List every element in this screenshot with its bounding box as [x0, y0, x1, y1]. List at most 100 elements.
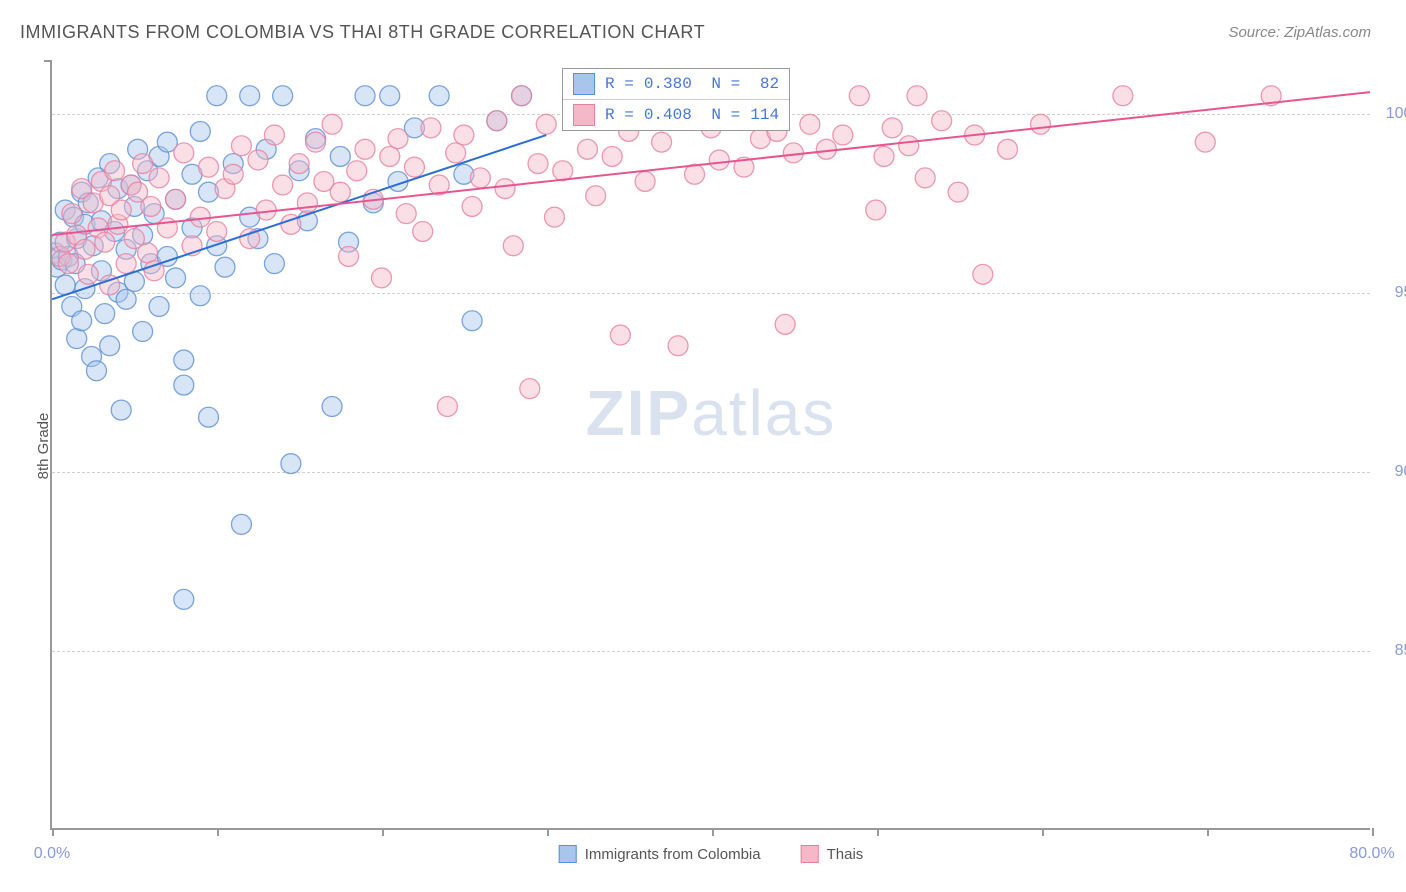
scatter-point	[347, 161, 367, 181]
scatter-point	[783, 143, 803, 163]
y-tick-label: 100.0%	[1380, 105, 1406, 123]
scatter-point	[116, 289, 136, 309]
scatter-point	[380, 86, 400, 106]
scatter-point	[248, 150, 268, 170]
scatter-point	[58, 254, 78, 274]
x-tick-label: 80.0%	[1349, 845, 1394, 863]
scatter-point	[149, 168, 169, 188]
scatter-point	[775, 314, 795, 334]
scatter-point	[816, 139, 836, 159]
scatter-point	[231, 136, 251, 156]
scatter-point	[421, 118, 441, 138]
scatter-point	[174, 143, 194, 163]
scatter-point	[553, 161, 573, 181]
scatter-point	[536, 114, 556, 134]
scatter-point	[404, 157, 424, 177]
scatter-point	[240, 86, 260, 106]
scatter-point	[231, 514, 251, 534]
y-tick-label: 95.0%	[1380, 284, 1406, 302]
scatter-point	[462, 311, 482, 331]
scatter-point	[495, 179, 515, 199]
scatter-point	[833, 125, 853, 145]
scatter-point	[190, 207, 210, 227]
plot-area: ZIPatlas R = 0.380 N = 82 R = 0.408 N = …	[50, 60, 1370, 830]
scatter-point	[289, 154, 309, 174]
scatter-point	[166, 189, 186, 209]
scatter-point	[190, 286, 210, 306]
scatter-point	[281, 454, 301, 474]
legend-swatch-1	[559, 845, 577, 863]
scatter-point	[380, 146, 400, 166]
scatter-point	[190, 121, 210, 141]
stats-swatch-series2	[573, 104, 595, 126]
stats-swatch-series1	[573, 73, 595, 95]
x-tick	[52, 828, 54, 836]
scatter-point	[339, 246, 359, 266]
x-tick	[382, 828, 384, 836]
scatter-point	[207, 221, 227, 241]
scatter-point	[446, 143, 466, 163]
scatter-point	[668, 336, 688, 356]
scatter-point	[874, 146, 894, 166]
scatter-point	[199, 157, 219, 177]
scatter-point	[223, 164, 243, 184]
stats-n-label-2: N =	[702, 106, 740, 124]
legend-item-2: Thais	[801, 845, 864, 863]
scatter-point	[454, 125, 474, 145]
scatter-point	[330, 146, 350, 166]
scatter-point	[138, 243, 158, 263]
scatter-point	[174, 375, 194, 395]
scatter-point	[355, 86, 375, 106]
scatter-point	[75, 239, 95, 259]
stats-n-label: N =	[702, 75, 740, 93]
legend-swatch-2	[801, 845, 819, 863]
scatter-point	[1113, 86, 1133, 106]
scatter-point	[635, 171, 655, 191]
scatter-point	[355, 139, 375, 159]
scatter-point	[67, 329, 87, 349]
legend-label-1: Immigrants from Colombia	[585, 846, 761, 863]
x-tick	[1042, 828, 1044, 836]
scatter-point	[396, 204, 416, 224]
scatter-point	[105, 161, 125, 181]
scatter-point	[470, 168, 490, 188]
plot-svg	[52, 60, 1370, 828]
scatter-point	[78, 264, 98, 284]
scatter-point	[199, 407, 219, 427]
scatter-point	[413, 221, 433, 241]
scatter-point	[1195, 132, 1215, 152]
scatter-point	[429, 86, 449, 106]
scatter-point	[998, 139, 1018, 159]
legend-label-2: Thais	[827, 846, 864, 863]
scatter-point	[306, 132, 326, 152]
scatter-point	[520, 379, 540, 399]
scatter-point	[174, 350, 194, 370]
stats-r-value-1: 0.380	[644, 75, 692, 93]
scatter-point	[849, 86, 869, 106]
scatter-point	[932, 111, 952, 131]
x-tick	[1372, 828, 1374, 836]
stats-row-series1: R = 0.380 N = 82	[563, 69, 789, 100]
stats-n-value-1: 82	[750, 75, 779, 93]
scatter-point	[72, 311, 92, 331]
scatter-point	[264, 125, 284, 145]
scatter-point	[174, 589, 194, 609]
scatter-point	[215, 257, 235, 277]
scatter-point	[330, 182, 350, 202]
stats-box: R = 0.380 N = 82 R = 0.408 N = 114	[562, 68, 790, 131]
x-tick	[1207, 828, 1209, 836]
scatter-point	[166, 268, 186, 288]
scatter-point	[503, 236, 523, 256]
scatter-point	[973, 264, 993, 284]
scatter-point	[709, 150, 729, 170]
scatter-point	[907, 86, 927, 106]
scatter-point	[100, 336, 120, 356]
scatter-point	[111, 400, 131, 420]
stats-n-value-2: 114	[750, 106, 779, 124]
scatter-point	[116, 254, 136, 274]
scatter-point	[111, 200, 131, 220]
x-tick	[712, 828, 714, 836]
scatter-point	[899, 136, 919, 156]
scatter-point	[602, 146, 622, 166]
legend-bottom: Immigrants from Colombia Thais	[559, 845, 864, 863]
